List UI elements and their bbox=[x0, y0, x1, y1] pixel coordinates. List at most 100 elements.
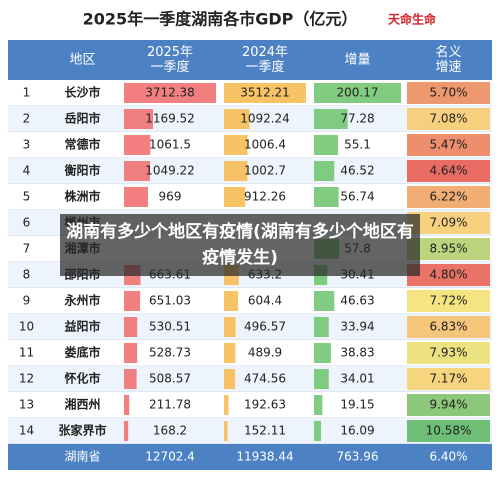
header-cell: 2025年 bbox=[147, 45, 193, 60]
table-cell: 6.22% bbox=[429, 190, 467, 204]
growth-cell bbox=[407, 82, 490, 104]
table-cell: 1 bbox=[23, 86, 31, 100]
table-cell: 211.78 bbox=[149, 398, 191, 412]
data-bar bbox=[124, 135, 151, 155]
growth-cell bbox=[407, 394, 490, 416]
table-cell: 33.94 bbox=[340, 320, 374, 334]
header-cell: 一季度 bbox=[245, 59, 284, 75]
data-bar bbox=[124, 421, 129, 441]
table-cell: 1061.5 bbox=[149, 138, 191, 152]
data-bar bbox=[314, 83, 401, 103]
table-cell: 7.17% bbox=[429, 372, 467, 386]
table-cell: 46.52 bbox=[340, 164, 374, 178]
table-cell: 永州市 bbox=[63, 293, 100, 308]
table-cell: 长沙市 bbox=[64, 85, 100, 100]
total-cell: 763.96 bbox=[337, 450, 379, 464]
table-cell: 9 bbox=[23, 294, 31, 308]
table-cell: 528.73 bbox=[149, 346, 191, 360]
data-bar bbox=[314, 291, 335, 311]
table-cell: 4 bbox=[23, 164, 31, 178]
table-cell: 192.63 bbox=[244, 398, 286, 412]
table-cell: 5.47% bbox=[429, 138, 467, 152]
table-cell: 12 bbox=[19, 372, 34, 386]
growth-cell bbox=[407, 134, 490, 156]
table-cell: 10 bbox=[19, 320, 34, 334]
data-bar bbox=[124, 291, 141, 311]
table-cell: 株洲市 bbox=[64, 189, 100, 204]
header-cell: 2024年 bbox=[242, 45, 288, 60]
data-bar bbox=[224, 317, 236, 337]
data-bar bbox=[224, 83, 306, 103]
data-bar bbox=[224, 187, 246, 207]
data-bar bbox=[124, 369, 137, 389]
table-cell: 9.94% bbox=[429, 398, 467, 412]
table-cell: 496.57 bbox=[244, 320, 286, 334]
data-bar bbox=[224, 161, 248, 181]
table-cell: 11 bbox=[19, 346, 34, 360]
data-bar bbox=[124, 343, 138, 363]
header-cell: 名义 bbox=[435, 44, 461, 60]
table-cell: 4.64% bbox=[429, 164, 467, 178]
table-cell: 7.93% bbox=[429, 346, 467, 360]
table-cell: 5.70% bbox=[429, 86, 467, 100]
table-cell: 1169.52 bbox=[145, 112, 195, 126]
table-cell: 1006.4 bbox=[244, 138, 286, 152]
growth-cell bbox=[407, 160, 490, 182]
data-bar bbox=[314, 187, 339, 207]
table-cell: 16.09 bbox=[340, 424, 374, 438]
table-cell: 4.80% bbox=[429, 268, 467, 282]
table-cell: 3712.38 bbox=[145, 86, 195, 100]
data-bar bbox=[224, 109, 250, 129]
data-bar bbox=[314, 343, 331, 363]
table-cell: 508.57 bbox=[149, 372, 191, 386]
table-cell: 19.15 bbox=[340, 398, 374, 412]
table-cell: 7 bbox=[23, 242, 31, 256]
growth-cell bbox=[407, 238, 490, 260]
table-cell: 530.51 bbox=[149, 320, 191, 334]
table-cell: 34.01 bbox=[340, 372, 374, 386]
data-bar bbox=[224, 395, 229, 415]
header-bg bbox=[8, 40, 492, 80]
table-cell: 7.09% bbox=[429, 216, 467, 230]
data-bar bbox=[224, 369, 236, 389]
total-cell: 湖南省 bbox=[64, 449, 100, 464]
growth-cell bbox=[407, 264, 490, 286]
data-bar bbox=[124, 83, 216, 103]
data-bar bbox=[224, 135, 248, 155]
data-bar bbox=[314, 421, 321, 441]
data-bar bbox=[314, 135, 338, 155]
table-cell: 3 bbox=[23, 138, 31, 152]
table-cell: 湘西州 bbox=[64, 397, 100, 412]
growth-cell bbox=[407, 420, 490, 442]
header-cell: 地区 bbox=[69, 53, 95, 68]
table-cell: 56.74 bbox=[340, 190, 374, 204]
total-cell: 6.40% bbox=[429, 450, 467, 464]
table-cell: 3512.21 bbox=[240, 86, 290, 100]
data-bar bbox=[314, 161, 335, 181]
table-cell: 489.9 bbox=[248, 346, 282, 360]
table-cell: 6.83% bbox=[429, 320, 467, 334]
data-bar bbox=[124, 395, 130, 415]
table-cell: 娄底市 bbox=[64, 345, 100, 360]
growth-cell bbox=[407, 290, 490, 312]
growth-cell bbox=[407, 316, 490, 338]
growth-cell bbox=[407, 186, 490, 208]
table-cell: 168.2 bbox=[153, 424, 187, 438]
table-cell: 10.58% bbox=[426, 424, 472, 438]
table-cell: 55.1 bbox=[344, 138, 371, 152]
growth-cell bbox=[407, 108, 490, 130]
table-cell: 474.56 bbox=[244, 372, 286, 386]
data-bar bbox=[314, 395, 323, 415]
data-bar bbox=[124, 187, 149, 207]
table-cell: 14 bbox=[19, 424, 34, 438]
table-cell: 13 bbox=[19, 398, 34, 412]
data-bar bbox=[124, 161, 151, 181]
data-bar bbox=[224, 421, 228, 441]
header-cell: 增量 bbox=[344, 53, 370, 68]
table-cell: 1002.7 bbox=[244, 164, 286, 178]
table-cell: 77.28 bbox=[340, 112, 374, 126]
total-cell: 12702.4 bbox=[145, 450, 195, 464]
table-cell: 益阳市 bbox=[64, 319, 100, 334]
table-cell: 152.11 bbox=[244, 424, 286, 438]
